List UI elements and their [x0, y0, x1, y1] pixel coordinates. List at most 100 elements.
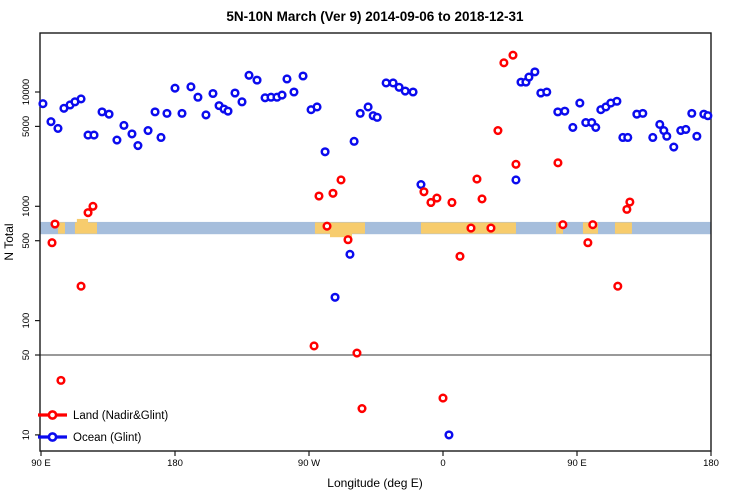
data-point-ocean [186, 82, 196, 92]
data-points-layer [38, 50, 713, 440]
data-point-ocean [524, 72, 534, 82]
x-tick-label: 180 [167, 458, 183, 469]
data-point-ocean [408, 87, 418, 97]
data-point-land [553, 158, 563, 168]
y-tick-label: 10000 [21, 79, 32, 105]
data-point-land [432, 193, 442, 203]
data-point-land [493, 125, 503, 136]
x-tick-label: 0 [440, 458, 445, 469]
data-point-land [511, 159, 521, 169]
data-point-ocean [394, 82, 404, 92]
data-point-ocean [623, 132, 633, 143]
data-point-land [508, 50, 518, 60]
y-tick-label: 500 [21, 233, 32, 249]
data-point-ocean [612, 96, 622, 106]
data-point-ocean [687, 108, 697, 118]
data-point-land [477, 194, 487, 204]
data-point-land [309, 341, 319, 351]
data-point-ocean [143, 125, 153, 136]
data-point-land [499, 58, 509, 68]
data-point-ocean [655, 119, 665, 130]
data-point-ocean [46, 117, 56, 127]
data-point-ocean [692, 131, 702, 141]
axis-ticks: 90 E 180 90 W 0 90 E 180 10 50 100 500 1000 5000 100… [21, 79, 719, 469]
data-point-land [419, 187, 429, 197]
data-point-ocean [511, 175, 521, 185]
data-point-ocean [104, 109, 114, 119]
data-point-ocean [237, 97, 247, 107]
data-point-ocean [669, 142, 679, 152]
data-point-ocean [530, 67, 540, 77]
data-point-ocean [591, 122, 601, 132]
data-point-ocean [416, 179, 426, 190]
data-point-ocean [381, 78, 391, 88]
data-point-ocean [112, 135, 122, 145]
x-tick-label: 90 E [567, 458, 587, 469]
data-point-ocean [177, 108, 187, 118]
data-point-ocean [638, 108, 648, 118]
data-point-ocean [223, 106, 233, 116]
data-point-land [336, 175, 346, 185]
map-band-land [74, 222, 97, 234]
data-point-ocean [89, 130, 99, 140]
data-point-ocean [76, 94, 86, 104]
data-point-land [322, 221, 332, 231]
data-point-ocean [681, 124, 691, 135]
y-tick-label: 50 [21, 350, 32, 361]
y-tick-label: 5000 [21, 116, 32, 137]
data-point-ocean [201, 110, 211, 120]
data-point-ocean [298, 71, 308, 81]
data-point-ocean [355, 108, 365, 118]
data-point-land [328, 188, 338, 198]
data-point-land [472, 174, 482, 184]
x-tick-label: 90 W [298, 458, 320, 469]
legend-marker [47, 432, 58, 442]
map-band-land [556, 222, 564, 234]
data-point-ocean [252, 75, 262, 85]
data-point-ocean [208, 88, 218, 99]
data-point-ocean [230, 88, 240, 98]
plot-border [39, 32, 712, 452]
legend-label-ocean: Ocean (Glint) [73, 432, 142, 444]
data-point-ocean [162, 108, 172, 118]
data-point-ocean [97, 107, 107, 117]
data-point-ocean [119, 120, 129, 130]
data-point-land [588, 220, 598, 230]
y-tick-label: 10 [21, 430, 32, 441]
data-point-ocean [170, 83, 180, 93]
data-point-land [88, 201, 98, 211]
chart-title: 5N-10N March (Ver 9) 2014-09-06 to 2018-… [226, 9, 524, 24]
data-point-ocean [320, 147, 330, 157]
data-point-ocean [568, 122, 578, 132]
data-point-land [343, 235, 353, 245]
data-point-ocean [38, 99, 48, 109]
data-point-land [486, 223, 496, 233]
data-point-land [352, 348, 362, 358]
data-point-ocean [193, 92, 203, 102]
data-point-ocean [542, 87, 552, 97]
data-point-ocean [345, 249, 355, 259]
data-point-ocean [277, 90, 287, 100]
data-point-ocean [127, 129, 137, 139]
data-point-ocean [400, 86, 410, 96]
data-point-land [438, 393, 448, 403]
legend-label-land: Land (Nadir&Glint) [73, 410, 168, 422]
plot-frame [39, 32, 712, 452]
legend [38, 410, 67, 442]
data-point-ocean [349, 136, 359, 146]
data-point-land [47, 238, 57, 248]
data-point-ocean [150, 107, 160, 117]
data-point-ocean [388, 78, 398, 88]
data-point-land [558, 220, 568, 230]
x-tick-label: 90 E [31, 458, 51, 469]
data-point-ocean [330, 292, 340, 302]
data-point-land [56, 375, 66, 385]
map-band-ocean [40, 221, 711, 235]
data-point-land [613, 281, 623, 291]
data-point-ocean [662, 131, 672, 141]
data-point-land [583, 238, 593, 248]
y-tick-label: 1000 [21, 196, 32, 217]
y-axis-label: N Total [2, 223, 16, 260]
